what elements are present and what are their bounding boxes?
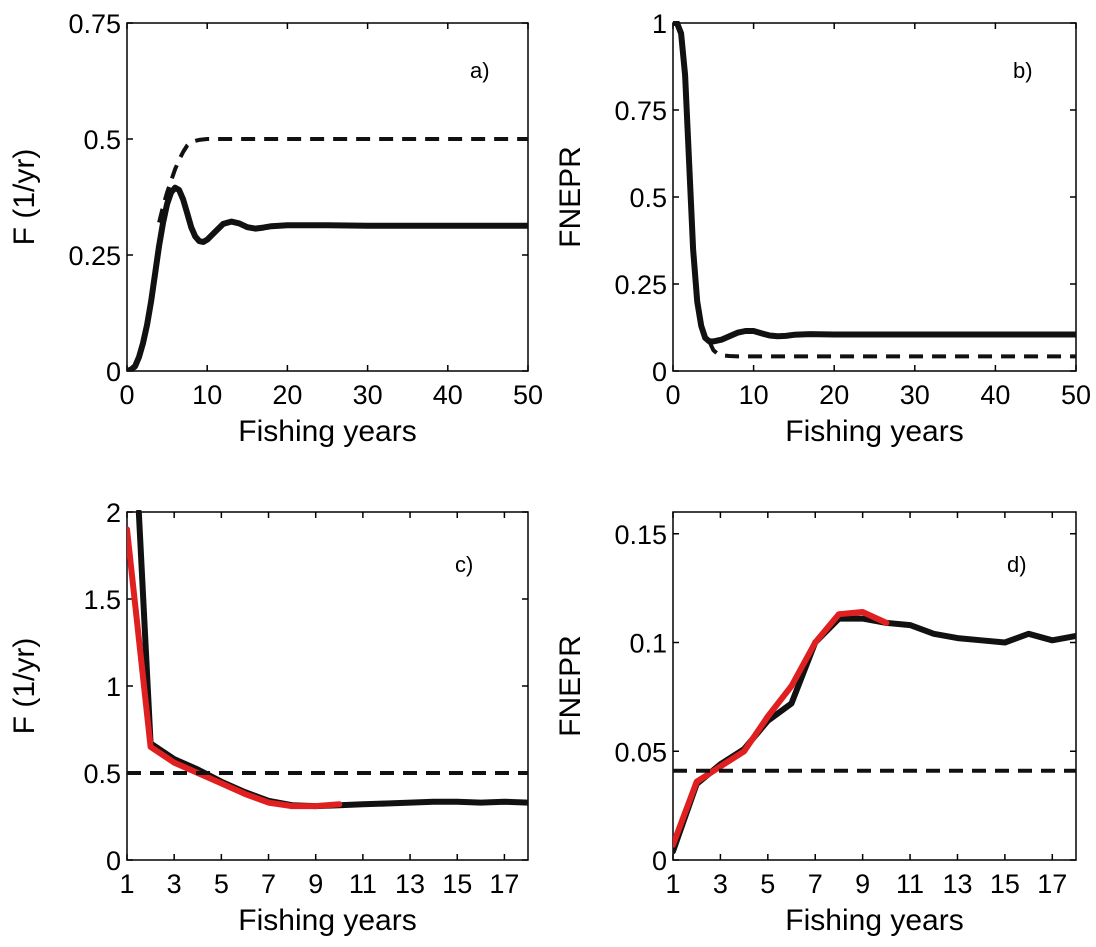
- red-series-line: [127, 526, 343, 810]
- black-series-line: [127, 184, 528, 371]
- plot-frame: [126, 22, 529, 372]
- x-tick-label: 17: [1037, 869, 1067, 899]
- y-tick-label: 1: [652, 9, 667, 39]
- x-tick-label: 0: [119, 380, 134, 410]
- x-tick-label: 7: [261, 869, 276, 899]
- x-tick-label: 20: [819, 380, 849, 410]
- x-tick-label: 1: [119, 869, 134, 899]
- red-series-line: [673, 609, 890, 848]
- x-tick-label: 1: [665, 869, 680, 899]
- y-tick-label: 0.1: [629, 629, 667, 659]
- x-tick-label: 0: [665, 380, 680, 410]
- x-axis-title: Fishing years: [238, 904, 416, 937]
- x-tick-label: 15: [442, 869, 472, 899]
- reference-dashed-line: [157, 137, 528, 223]
- panel-label: c): [455, 552, 473, 577]
- x-tick-label: 5: [214, 869, 229, 899]
- panel-label: d): [1007, 552, 1027, 577]
- x-axis-title: Fishing years: [238, 415, 416, 448]
- x-tick-label: 9: [855, 869, 870, 899]
- plot-frame: [672, 511, 1077, 861]
- panel-label: b): [1013, 58, 1033, 83]
- y-tick-label: 0.75: [68, 9, 121, 39]
- black-series-line: [673, 615, 1076, 855]
- y-axis-title: FNEPR: [554, 635, 587, 737]
- y-tick-label: 0: [652, 357, 667, 387]
- black-series-line: [673, 21, 1076, 345]
- reference-dashed-line: [707, 340, 1076, 359]
- x-tick-label: 11: [349, 869, 377, 899]
- y-tick-label: 0.25: [614, 270, 667, 300]
- y-tick-label: 0: [106, 846, 121, 876]
- y-tick-label: 0.05: [614, 737, 667, 767]
- x-tick-label: 15: [990, 869, 1020, 899]
- x-tick-label: 17: [489, 869, 519, 899]
- x-tick-label: 3: [167, 869, 182, 899]
- y-tick-label: 0.75: [614, 96, 667, 126]
- x-tick-label: 50: [513, 380, 543, 410]
- y-tick-label: 0: [106, 357, 121, 387]
- x-tick-label: 30: [900, 380, 930, 410]
- panel-a: 0 10 20 30 40 50 0 0.25 0.5 0.75 Fishing years F (1…: [8, 9, 543, 448]
- x-tick-label: 40: [980, 380, 1010, 410]
- x-tick-label: 10: [739, 380, 769, 410]
- x-tick-label: 13: [395, 869, 425, 899]
- y-axis-title: FNEPR: [554, 146, 587, 248]
- x-tick-label: 10: [192, 380, 222, 410]
- y-tick-label: 0.25: [68, 241, 121, 271]
- y-axis-title: F (1/yr): [8, 638, 41, 735]
- y-tick-label: 0.15: [614, 520, 667, 550]
- x-tick-label: 5: [760, 869, 775, 899]
- x-tick-label: 40: [433, 380, 463, 410]
- y-axis-title: F (1/yr): [8, 149, 41, 246]
- x-tick-label: 9: [308, 869, 323, 899]
- x-tick-label: 13: [942, 869, 972, 899]
- y-tick-label: 1: [106, 672, 121, 702]
- x-tick-label: 50: [1061, 380, 1091, 410]
- x-tick-label: 20: [272, 380, 302, 410]
- x-tick-label: 11: [896, 869, 924, 899]
- y-tick-label: 2: [106, 498, 121, 528]
- panel-b: 0 10 20 30 40 50 0 0.25 0.5 0.75 1 Fishing years FNE…: [554, 9, 1091, 448]
- x-axis-title: Fishing years: [785, 904, 963, 937]
- y-tick-label: 0.5: [629, 183, 667, 213]
- x-axis-title: Fishing years: [785, 415, 963, 448]
- panel-label: a): [470, 58, 490, 83]
- x-tick-label: 30: [353, 380, 383, 410]
- y-tick-label: 1.5: [83, 585, 121, 615]
- y-tick-label: 0.5: [83, 125, 121, 155]
- y-tick-label: 0.5: [83, 759, 121, 789]
- x-tick-label: 3: [713, 869, 728, 899]
- y-tick-label: 0: [652, 846, 667, 876]
- x-tick-label: 7: [808, 869, 823, 899]
